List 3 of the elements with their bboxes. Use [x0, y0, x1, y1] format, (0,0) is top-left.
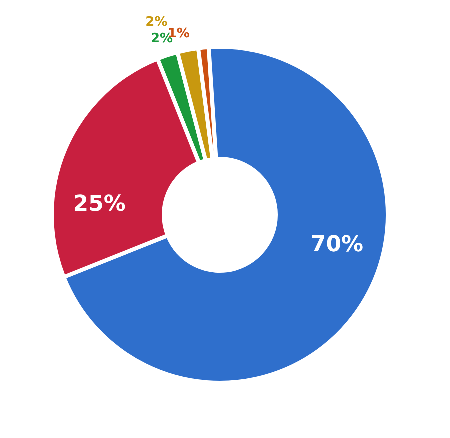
data-label: 2% [146, 15, 168, 30]
data-label: 25% [73, 192, 126, 217]
data-label: 70% [310, 232, 364, 258]
